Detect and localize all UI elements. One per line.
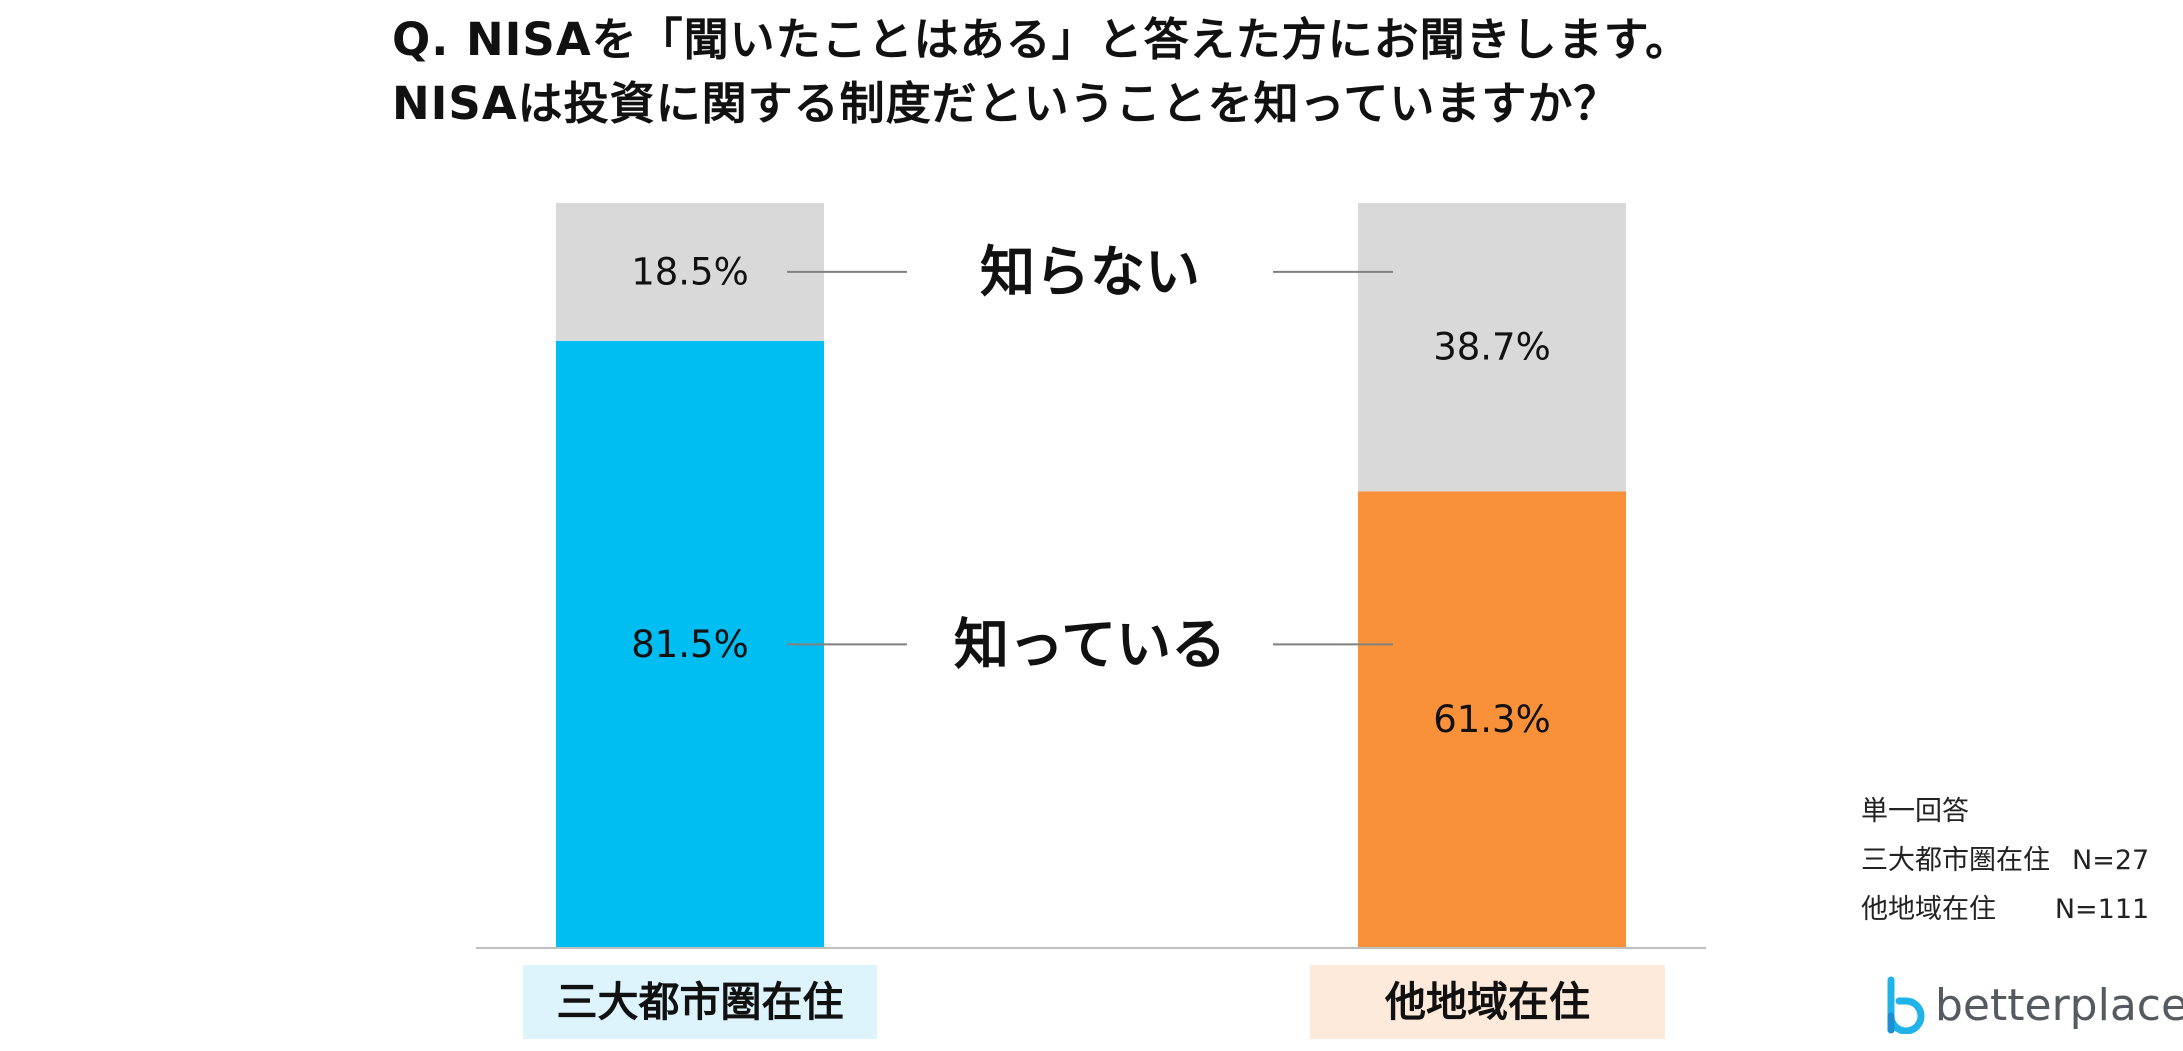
logo-wordmark: betterplace <box>1935 979 2183 1031</box>
data-label-unknown-1: 38.7% <box>1433 326 1551 369</box>
note-metro-n: N=27 <box>2072 845 2150 876</box>
note-other-label: 他地域在住 <box>1861 894 1996 925</box>
series-label-unknown: 知らない <box>980 240 1200 304</box>
bar-known-0 <box>556 340 824 948</box>
note-row-metro: 三大都市圏在住 N=27 <box>1861 836 2149 885</box>
note-row-other: 他地域在住 N=111 <box>1861 885 2149 934</box>
sample-note: 単一回答 三大都市圏在住 N=27 他地域在住 N=111 <box>1861 787 2149 934</box>
note-other-n: N=111 <box>2054 894 2150 925</box>
category-label-metro: 三大都市圏在住 <box>523 965 877 1039</box>
data-label-unknown-0: 18.5% <box>631 250 749 293</box>
series-label-known: 知っている <box>954 612 1226 676</box>
chart-title-line-1: Q. NISAを「聞いたことはある」と答えた方にお聞きします。 <box>392 13 1692 66</box>
bar-unknown-1 <box>1358 203 1626 492</box>
bar-unknown-0 <box>556 203 824 341</box>
betterplace-logo: betterplace <box>1883 975 2183 1035</box>
note-metro-label: 三大都市圏在住 <box>1861 845 2050 876</box>
chart-title-line-2: NISAは投資に関する制度だということを知っていますか？ <box>392 77 1620 130</box>
note-answer-type: 単一回答 <box>1861 796 1969 827</box>
bar-known-1 <box>1358 491 1626 948</box>
data-label-known-0: 81.5% <box>631 623 749 666</box>
data-label-known-1: 61.3% <box>1433 698 1551 741</box>
betterplace-b-icon <box>1887 976 1925 1034</box>
category-label-other-region: 他地域在住 <box>1310 965 1665 1039</box>
chart-title: Q. NISAを「聞いたことはある」と答えた方にお聞きします。 NISAは投資に… <box>392 8 1691 136</box>
